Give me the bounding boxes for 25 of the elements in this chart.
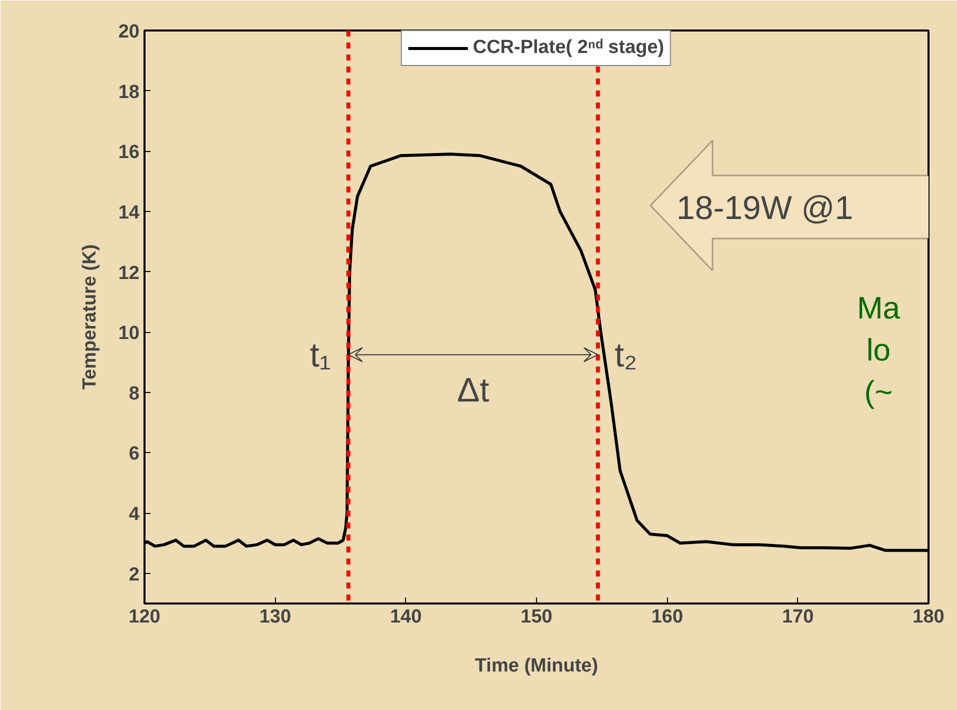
y-axis-title: Temperature (K) [79, 244, 100, 390]
x-tick-label: 160 [651, 606, 684, 628]
x-axis-title: Time (Minute) [474, 656, 598, 676]
x-tick-label: 170 [782, 606, 814, 628]
annotation: 18-19W @1 [676, 189, 854, 226]
y-tick-label: 10 [118, 323, 140, 344]
legend-label: CCR-Plate( 2ⁿᵈ stage) [472, 37, 664, 59]
x-tick-label: 150 [520, 606, 552, 628]
annotation: Ma lo (~ [856, 290, 901, 410]
x-tick-label: 180 [912, 606, 944, 628]
x-tick-label: 120 [128, 606, 160, 628]
y-tick-label: 2 [128, 564, 140, 586]
annotation: t₂ [614, 336, 638, 374]
y-tick-label: 20 [118, 22, 140, 42]
y-tick-label: 6 [128, 444, 140, 465]
y-tick-label: 16 [118, 142, 140, 164]
y-tick-label: 18 [118, 82, 140, 103]
annotation: Δt [457, 372, 490, 410]
y-tick-label: 12 [118, 262, 140, 284]
y-tick-label: 14 [118, 202, 140, 224]
y-tick-label: 4 [128, 504, 140, 526]
x-tick-label: 130 [259, 606, 292, 628]
x-tick-label: 140 [390, 606, 422, 628]
annotation: t₁ [310, 336, 331, 374]
y-tick-label: 8 [128, 383, 140, 404]
